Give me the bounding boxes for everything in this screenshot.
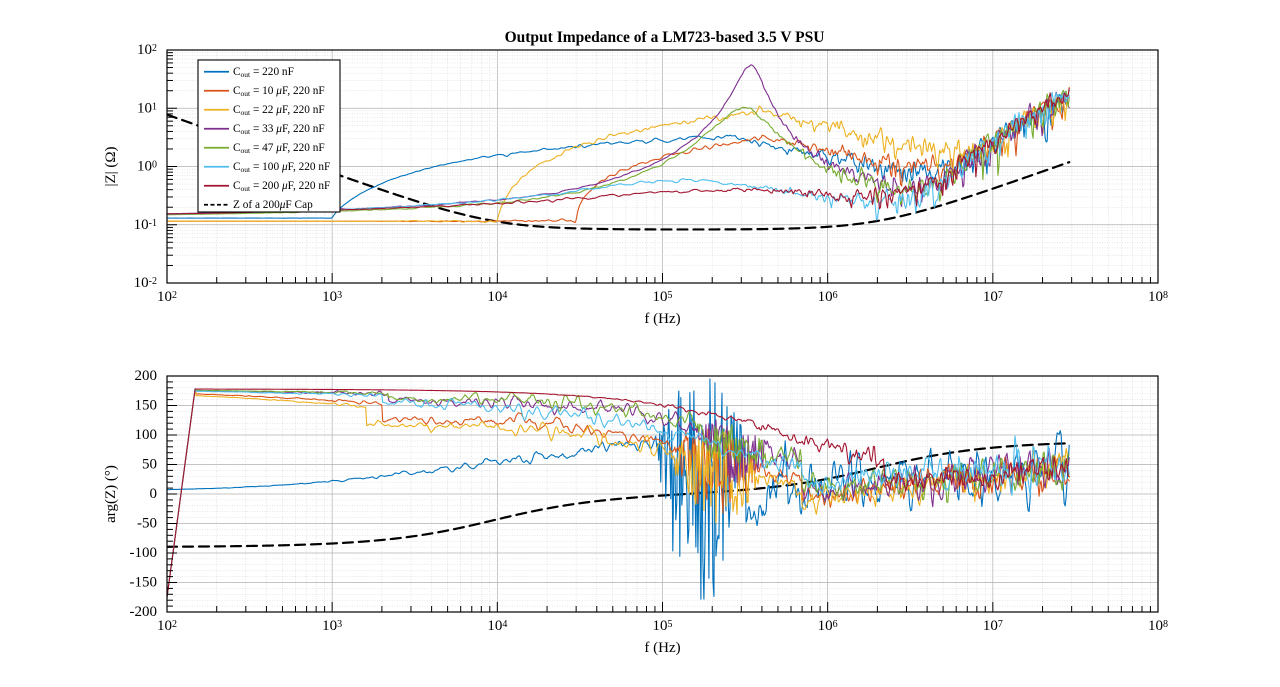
svg-text:0: 0	[150, 486, 158, 502]
svg-text:-150: -150	[130, 575, 158, 591]
svg-text:arg(Z) (°): arg(Z) (°)	[103, 465, 119, 523]
svg-text:-50: -50	[137, 516, 157, 532]
svg-text:-100: -100	[130, 545, 158, 561]
svg-text:100: 100	[135, 427, 158, 443]
svg-text:Z of a 200μF Cap: Z of a 200μF Cap	[233, 199, 313, 211]
svg-text:-200: -200	[130, 604, 158, 620]
svg-text:f (Hz): f (Hz)	[644, 640, 680, 656]
svg-text:50: 50	[142, 457, 157, 473]
svg-text:Output Impedance of a LM723-ba: Output Impedance of a LM723-based 3.5 V …	[505, 29, 825, 46]
svg-text:150: 150	[135, 398, 158, 414]
svg-text:200: 200	[135, 368, 158, 384]
svg-text:|Z| (Ω): |Z| (Ω)	[103, 146, 119, 186]
svg-text:f (Hz): f (Hz)	[644, 311, 680, 327]
